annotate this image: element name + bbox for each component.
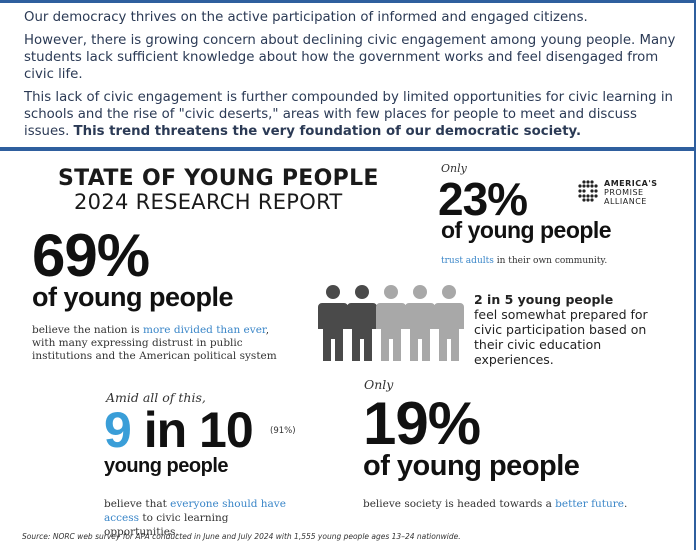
- person-icon-4: [405, 285, 435, 361]
- intro-paragraph-2: However, there is growing concern about …: [24, 33, 676, 82]
- stat-9-in-10-percent: (91%): [270, 426, 296, 436]
- source-note: Source: NORC web survey for APA conducte…: [22, 532, 461, 541]
- people-icons: [318, 285, 464, 361]
- stat-9-in-10-desc-a: believe that: [104, 498, 171, 510]
- person-icon-3: [376, 285, 406, 361]
- intro-paragraph-3: This lack of civic engagement is further…: [24, 89, 684, 140]
- stat-23-lead: Only: [441, 162, 467, 175]
- stat-69-desc-accent: more divided than ever: [143, 324, 266, 336]
- top-rule: [0, 0, 696, 3]
- section-divider: [0, 147, 696, 151]
- stat-19-description: believe society is headed towards a bett…: [363, 498, 627, 510]
- person-icon-1: [318, 285, 348, 361]
- intro-paragraph-1: Our democracy thrives on the active part…: [24, 10, 588, 25]
- right-border: [694, 0, 696, 550]
- person-icon-2: [347, 285, 377, 361]
- intro-paragraph-3-emphasis: This trend threatens the very foundation…: [73, 124, 582, 139]
- stat-19-desc-accent: better future: [555, 498, 624, 510]
- stat-9-in-10-desc-b: to civic learning opportunities.: [104, 512, 229, 538]
- logo-line-3: ALLIANCE: [604, 197, 647, 206]
- stat-9-in-10-description: believe that everyone should have access…: [104, 497, 304, 539]
- stat-9-in-10-rest: in 10: [130, 402, 254, 458]
- stat-23-label: of young people: [441, 217, 612, 243]
- stat-69-desc-b: , with many expressing distrust in publi…: [32, 324, 277, 362]
- stat-9-in-10-desc-accent: everyone should have access: [104, 498, 286, 524]
- stat-2-in-5-head: 2 in 5 young people: [474, 292, 614, 307]
- person-icon-5: [434, 285, 464, 361]
- logo-wordmark: AMERICA'S PROMISE ALLIANCE: [604, 179, 658, 206]
- intro-paragraph-3-text: This lack of civic engagement is further…: [24, 90, 673, 139]
- logo-line-2: PROMISE: [604, 188, 644, 197]
- stat-9-in-10-label: young people: [104, 455, 229, 477]
- stat-2-in-5: 2 in 5 young people feel somewhat prepar…: [474, 292, 674, 367]
- stat-23-desc-accent: trust adults: [441, 256, 494, 266]
- stat-23-description: trust adults in their own community.: [441, 256, 607, 266]
- stat-2-in-5-body: feel somewhat prepared for civic partici…: [474, 307, 648, 367]
- stat-19-desc-a: believe society is headed towards a: [363, 498, 556, 510]
- stat-9-in-10-accent: 9: [104, 402, 132, 458]
- stat-19-label: of young people: [363, 450, 580, 482]
- logo-dots-icon: [578, 180, 598, 202]
- stat-19-lead: Only: [364, 377, 394, 392]
- intro-text: Our democracy thrives on the active part…: [24, 9, 684, 146]
- stat-23-value: 23%: [438, 173, 528, 225]
- stat-19-value: 19%: [363, 390, 481, 457]
- stat-69-value: 69%: [32, 222, 150, 289]
- americas-promise-logo: AMERICA'S PROMISE ALLIANCE: [576, 179, 686, 206]
- stat-9-in-10-value: 9 in 10: [104, 402, 254, 458]
- stat-69-desc-a: believe the nation is: [32, 324, 143, 336]
- stat-69-label: of young people: [32, 282, 234, 312]
- stat-69-description: believe the nation is more divided than …: [32, 324, 292, 363]
- stat-23-desc-b: in their own community.: [493, 256, 608, 266]
- stat-9-in-10-lead: Amid all of this,: [106, 390, 206, 405]
- stat-19-desc-b: .: [623, 498, 628, 510]
- logo-line-1: AMERICA'S: [604, 179, 658, 188]
- report-subtitle: 2024 RESEARCH REPORT: [74, 190, 343, 214]
- report-title: STATE OF YOUNG PEOPLE: [58, 166, 379, 191]
